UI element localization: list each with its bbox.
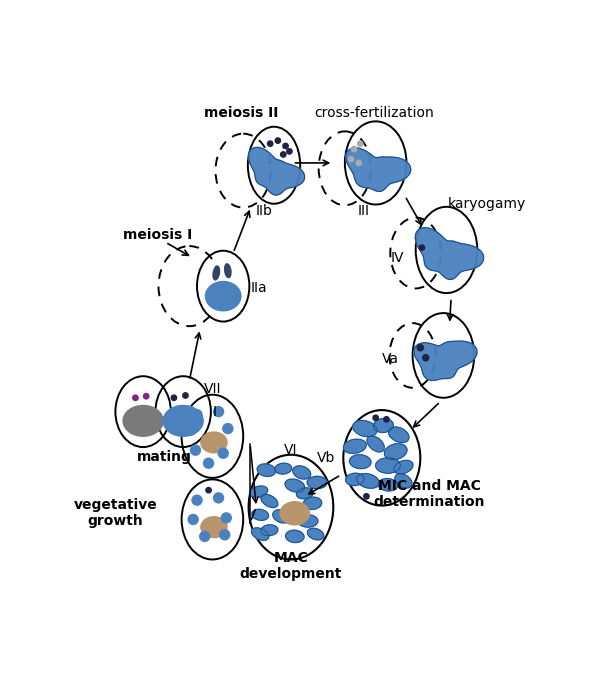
Circle shape (287, 148, 292, 154)
Polygon shape (414, 341, 477, 380)
Circle shape (218, 448, 228, 458)
Ellipse shape (293, 466, 311, 479)
Ellipse shape (343, 439, 366, 453)
Circle shape (186, 425, 196, 435)
Text: I: I (212, 405, 216, 419)
Text: MAC
development: MAC development (240, 551, 342, 581)
Circle shape (203, 458, 213, 469)
Circle shape (133, 395, 138, 400)
Text: VI: VI (284, 443, 298, 457)
Text: IV: IV (391, 250, 404, 265)
Text: MIC and MAC
determination: MIC and MAC determination (374, 479, 485, 509)
Ellipse shape (225, 264, 231, 278)
Circle shape (206, 488, 211, 493)
Circle shape (275, 138, 281, 143)
Text: Va: Va (382, 352, 399, 366)
Circle shape (223, 423, 233, 434)
Ellipse shape (353, 421, 377, 436)
Text: vegetative
growth: vegetative growth (73, 498, 157, 528)
Circle shape (348, 157, 353, 162)
Ellipse shape (388, 427, 409, 443)
Ellipse shape (378, 479, 398, 491)
Circle shape (358, 141, 363, 146)
Ellipse shape (297, 488, 313, 499)
Text: Vb: Vb (317, 451, 336, 465)
Ellipse shape (213, 266, 219, 280)
Text: cross-fertilization: cross-fertilization (314, 106, 434, 120)
Polygon shape (415, 228, 483, 280)
Circle shape (384, 417, 389, 422)
Ellipse shape (252, 528, 269, 540)
Circle shape (283, 143, 288, 148)
Ellipse shape (273, 510, 291, 523)
Ellipse shape (261, 495, 278, 508)
Ellipse shape (356, 473, 379, 488)
Polygon shape (248, 147, 304, 195)
Ellipse shape (249, 486, 268, 497)
Ellipse shape (374, 419, 394, 432)
Text: IIa: IIa (251, 281, 268, 295)
Ellipse shape (206, 282, 241, 311)
Ellipse shape (201, 516, 227, 538)
Circle shape (221, 513, 231, 523)
Circle shape (419, 245, 424, 250)
Ellipse shape (201, 432, 227, 453)
Circle shape (373, 415, 378, 421)
Ellipse shape (394, 460, 413, 474)
Circle shape (183, 393, 188, 398)
Circle shape (220, 530, 230, 540)
Ellipse shape (261, 525, 278, 536)
Text: meiosis II: meiosis II (204, 106, 278, 120)
Ellipse shape (163, 406, 203, 436)
Circle shape (281, 152, 286, 157)
Ellipse shape (307, 476, 327, 488)
Circle shape (363, 494, 369, 499)
Ellipse shape (303, 497, 322, 510)
Ellipse shape (280, 502, 310, 525)
Ellipse shape (346, 473, 364, 486)
Ellipse shape (252, 510, 268, 521)
Ellipse shape (285, 530, 304, 542)
Circle shape (192, 495, 202, 505)
Circle shape (144, 393, 149, 399)
Ellipse shape (376, 458, 400, 473)
Ellipse shape (349, 455, 371, 469)
Text: mating: mating (137, 450, 191, 464)
Circle shape (192, 410, 202, 420)
Circle shape (171, 395, 177, 400)
Text: meiosis I: meiosis I (123, 228, 192, 241)
Ellipse shape (123, 406, 163, 436)
Circle shape (356, 160, 362, 166)
Circle shape (352, 146, 357, 152)
Circle shape (200, 531, 210, 541)
Circle shape (188, 514, 198, 525)
Ellipse shape (307, 528, 324, 540)
Text: III: III (358, 205, 370, 218)
Polygon shape (346, 148, 411, 192)
Ellipse shape (367, 436, 384, 452)
Circle shape (417, 345, 423, 351)
Circle shape (213, 406, 223, 417)
Circle shape (423, 355, 429, 361)
Ellipse shape (257, 464, 275, 477)
Circle shape (213, 493, 223, 503)
Text: karyogamy: karyogamy (448, 197, 527, 211)
Ellipse shape (384, 444, 407, 460)
Circle shape (268, 141, 273, 146)
Text: VII: VII (204, 382, 221, 395)
Ellipse shape (395, 474, 412, 488)
Text: IIb: IIb (255, 205, 272, 218)
Ellipse shape (275, 463, 292, 474)
Ellipse shape (298, 515, 318, 527)
Circle shape (190, 445, 200, 455)
Ellipse shape (285, 479, 304, 492)
